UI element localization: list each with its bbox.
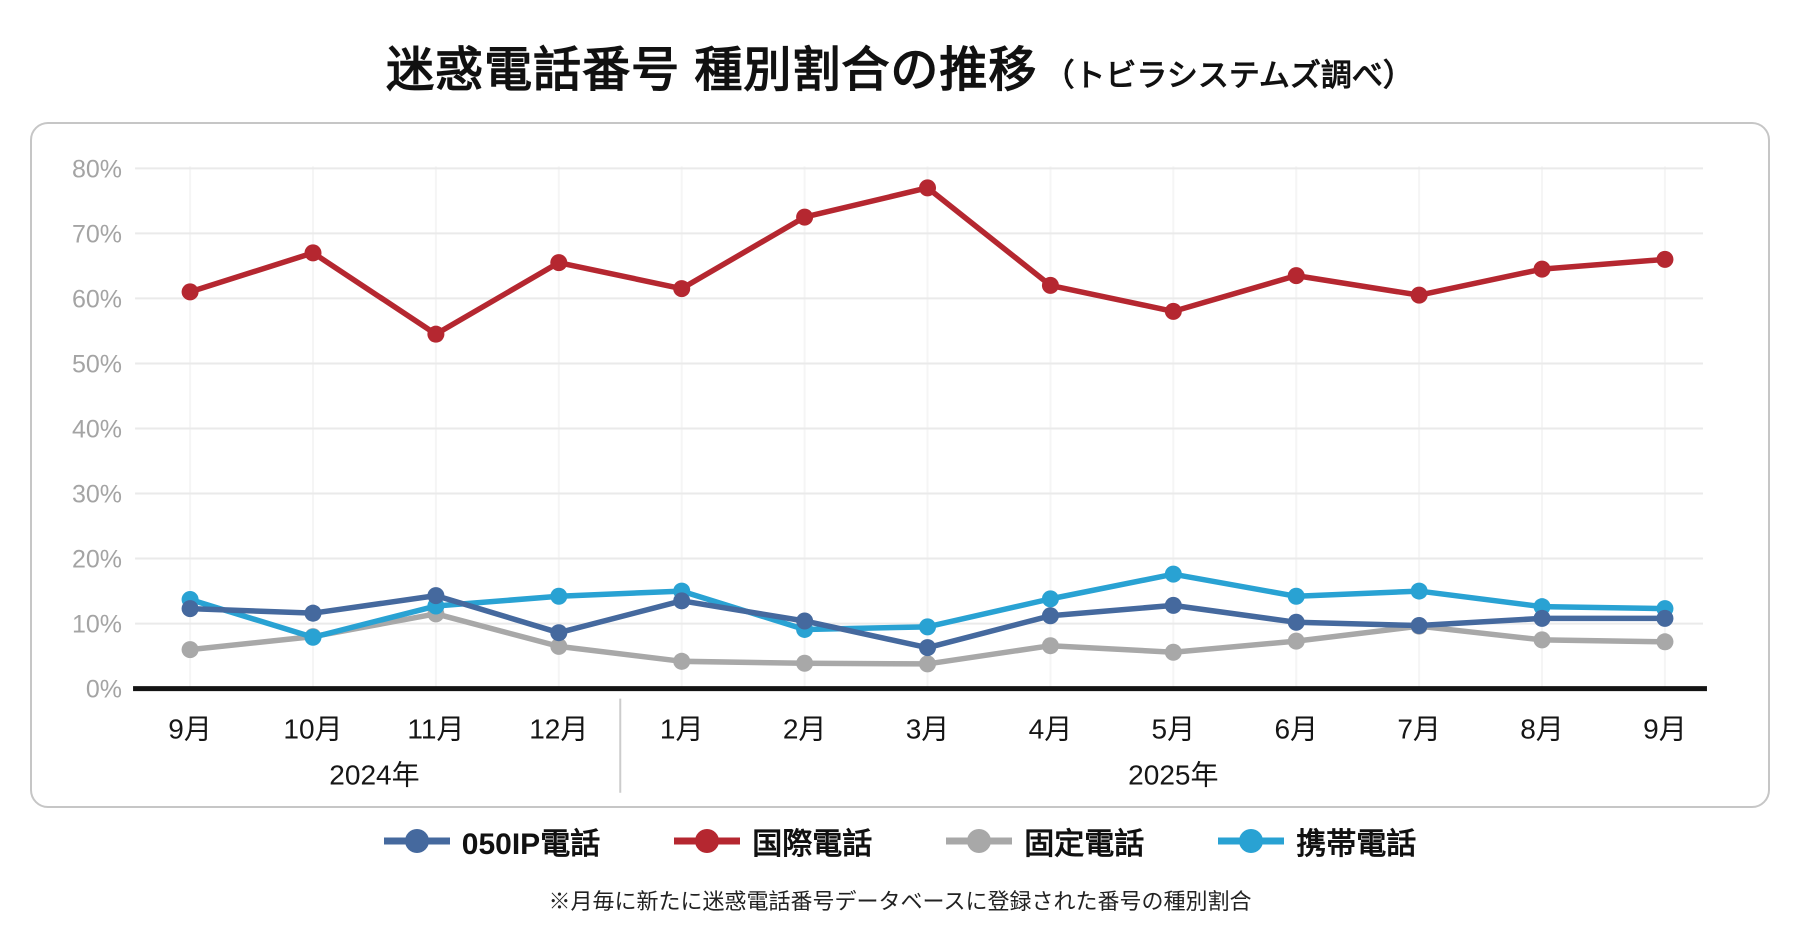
- data-point: [919, 618, 937, 636]
- x-tick-label: 5月: [1152, 714, 1196, 745]
- data-point: [550, 254, 568, 272]
- y-tick-label: 40%: [72, 415, 122, 443]
- data-point: [1041, 637, 1059, 655]
- legend-marker-icon: [383, 829, 450, 853]
- chart-svg: 0% 10% 20% 30% 40% 50% 60% 70% 80% 9月 10月 11月 12月 1月 2…: [72, 155, 1707, 793]
- data-point: [181, 641, 199, 659]
- data-point: [1410, 582, 1428, 600]
- chart-title-sub: （トビラシステムズ調べ）: [1043, 58, 1414, 93]
- data-point: [550, 624, 568, 642]
- x-tick-label: 7月: [1397, 714, 1441, 745]
- data-point: [1041, 276, 1059, 294]
- data-point: [673, 652, 691, 670]
- data-point: [919, 179, 937, 197]
- legend-label: 携帯電話: [1296, 828, 1417, 861]
- y-tick-label: 0%: [86, 676, 122, 704]
- data-point: [181, 283, 199, 301]
- data-point: [1287, 632, 1305, 650]
- legend-item-国際電話: 国際電話: [674, 819, 872, 863]
- data-point: [1164, 596, 1182, 614]
- legend-label: 国際電話: [752, 828, 873, 861]
- x-tick-label: 12月: [529, 714, 588, 745]
- data-point: [1041, 590, 1059, 608]
- data-point: [1287, 613, 1305, 631]
- data-point: [1410, 617, 1428, 635]
- series-国際電話: [181, 179, 1674, 343]
- y-tick-label: 70%: [72, 220, 122, 248]
- x-tick-label: 11月: [407, 714, 464, 745]
- data-point: [427, 587, 445, 605]
- chart-title: 迷惑電話番号 種別割合の推移 （トビラシステムズ調べ）: [0, 30, 1800, 104]
- legend-marker-icon: [1218, 829, 1285, 853]
- x-tick-label: 9月: [168, 714, 212, 745]
- x-tick-label: 10月: [283, 714, 342, 745]
- data-point: [550, 637, 568, 655]
- legend-item-携帯電話: 携帯電話: [1218, 819, 1416, 863]
- data-point: [673, 592, 691, 610]
- x-tick-label: 6月: [1274, 714, 1318, 745]
- data-point: [1164, 302, 1182, 320]
- legend-marker-icon: [674, 829, 741, 853]
- legend-item-050IP電話: 050IP電話: [383, 819, 601, 863]
- chart-card: 0% 10% 20% 30% 40% 50% 60% 70% 80% 9月 10月 11月 12月 1月 2…: [30, 122, 1770, 808]
- y-tick-label: 20%: [72, 546, 122, 574]
- data-point: [1164, 565, 1182, 583]
- data-point: [919, 655, 937, 673]
- y-tick-label: 60%: [72, 285, 122, 313]
- data-point: [181, 600, 199, 618]
- x-tick-label: 9月: [1643, 714, 1687, 745]
- data-point: [1164, 643, 1182, 661]
- data-point: [919, 639, 937, 657]
- data-point: [673, 280, 691, 298]
- data-point: [304, 628, 322, 646]
- year-label: 2025年: [1128, 760, 1218, 791]
- data-point: [1533, 631, 1551, 649]
- x-tick-label: 4月: [1029, 714, 1073, 745]
- data-point: [1533, 609, 1551, 627]
- data-point: [1041, 607, 1059, 625]
- y-tick-label: 80%: [72, 155, 122, 183]
- legend: 050IP電話 国際電話 固定電話 携帯電話: [0, 818, 1800, 864]
- data-point: [1656, 609, 1674, 627]
- x-tick-label: 8月: [1520, 714, 1564, 745]
- x-tick-label: 1月: [660, 714, 704, 745]
- data-point: [796, 654, 814, 672]
- data-point: [427, 325, 445, 343]
- data-point: [1656, 633, 1674, 651]
- x-tick-label: 2月: [783, 714, 827, 745]
- legend-label: 050IP電話: [461, 828, 601, 861]
- data-point: [1656, 250, 1674, 268]
- data-point: [304, 244, 322, 262]
- chart-title-main: 迷惑電話番号 種別割合の推移: [386, 44, 1038, 97]
- legend-marker-icon: [946, 829, 1013, 853]
- data-point: [1533, 598, 1551, 616]
- data-point: [550, 587, 568, 605]
- data-point: [796, 612, 814, 630]
- legend-label: 固定電話: [1024, 828, 1145, 861]
- data-point: [1533, 260, 1551, 278]
- y-tick-label: 50%: [72, 350, 122, 378]
- legend-item-固定電話: 固定電話: [946, 819, 1144, 863]
- data-point: [796, 208, 814, 226]
- series-050IP電話: [181, 587, 1674, 657]
- y-tick-label: 10%: [72, 611, 122, 639]
- footnote: ※月毎に新たに迷惑電話番号データベースに登録された番号の種別割合: [548, 889, 1252, 914]
- data-point: [1287, 267, 1305, 285]
- year-label: 2024年: [329, 760, 419, 791]
- data-point: [1287, 587, 1305, 605]
- data-point: [1410, 286, 1428, 304]
- x-tick-label: 3月: [906, 714, 950, 745]
- y-tick-label: 30%: [72, 481, 122, 509]
- data-point: [304, 604, 322, 622]
